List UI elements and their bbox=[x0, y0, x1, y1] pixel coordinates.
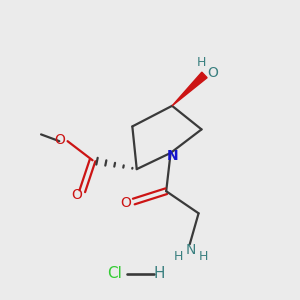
Text: O: O bbox=[207, 66, 218, 80]
Text: O: O bbox=[54, 133, 65, 147]
Text: N: N bbox=[186, 242, 196, 256]
Text: O: O bbox=[71, 188, 82, 202]
Text: H: H bbox=[199, 250, 208, 263]
Text: N: N bbox=[167, 149, 179, 164]
Polygon shape bbox=[172, 72, 207, 106]
Text: Cl: Cl bbox=[107, 266, 122, 281]
Text: H: H bbox=[153, 266, 165, 281]
Text: H: H bbox=[197, 56, 206, 69]
Text: O: O bbox=[120, 196, 131, 210]
Text: H: H bbox=[173, 250, 183, 263]
